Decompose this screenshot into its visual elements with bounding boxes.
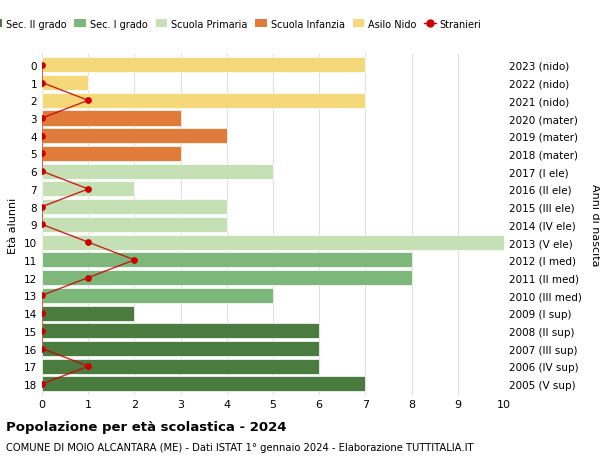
Point (37, 115, 47, 123)
Bar (42, 341, 319, 356)
Bar (42, 129, 227, 144)
Point (37, 310, 47, 317)
Point (130, 257, 139, 264)
Y-axis label: Età alunni: Età alunni (8, 197, 19, 253)
Point (37, 381, 47, 388)
Point (37, 168, 47, 175)
Point (37, 80, 47, 87)
Point (37, 292, 47, 299)
Point (37, 221, 47, 229)
Point (37, 151, 47, 158)
Text: Popolazione per età scolastica - 2024: Popolazione per età scolastica - 2024 (6, 420, 287, 433)
Point (37, 203, 47, 211)
Bar (42, 58, 365, 73)
Bar (42, 324, 319, 339)
Point (83, 239, 93, 246)
Point (37, 62, 47, 69)
Text: COMUNE DI MOIO ALCANTARA (ME) - Dati ISTAT 1° gennaio 2024 - Elaborazione TUTTIT: COMUNE DI MOIO ALCANTARA (ME) - Dati IST… (6, 442, 473, 452)
Point (37, 345, 47, 353)
Bar (42, 253, 412, 268)
Bar (42, 359, 319, 374)
Bar (42, 218, 227, 232)
Bar (42, 111, 181, 126)
Bar (42, 376, 365, 392)
Point (83, 363, 93, 370)
Point (83, 274, 93, 282)
Bar (42, 94, 365, 109)
Point (37, 327, 47, 335)
Point (83, 186, 93, 193)
Bar (42, 182, 134, 197)
Bar (42, 146, 181, 162)
Bar (42, 270, 412, 285)
Point (37, 133, 47, 140)
Bar (42, 306, 134, 321)
Y-axis label: Anni di nascita: Anni di nascita (590, 184, 600, 266)
Bar (42, 200, 227, 215)
Bar (42, 235, 504, 250)
Bar (42, 164, 273, 179)
Bar (42, 76, 88, 91)
Point (83, 97, 93, 105)
Legend: Sec. II grado, Sec. I grado, Scuola Primaria, Scuola Infanzia, Asilo Nido, Stran: Sec. II grado, Sec. I grado, Scuola Prim… (0, 16, 485, 34)
Bar (42, 288, 273, 303)
